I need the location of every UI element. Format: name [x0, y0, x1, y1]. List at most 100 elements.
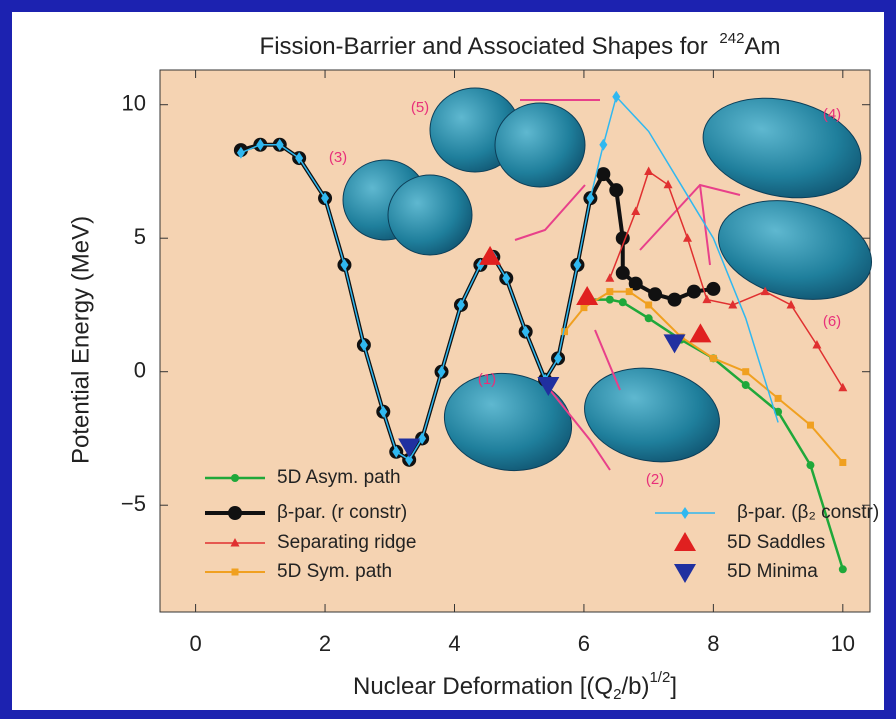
marker	[573, 258, 582, 271]
marker	[609, 183, 624, 198]
marker	[644, 314, 653, 323]
marker	[405, 453, 414, 466]
annotation: (1)	[478, 371, 496, 388]
shapes	[342, 87, 873, 472]
marker	[702, 294, 712, 304]
marker	[663, 334, 686, 354]
marker	[689, 323, 712, 343]
title-sup: 242	[719, 30, 744, 47]
marker	[618, 298, 627, 307]
marker	[231, 568, 239, 576]
marker	[645, 301, 653, 309]
x-label-text: Nuclear Deformation [(Q	[353, 673, 613, 700]
marker	[674, 564, 696, 583]
annotation: (6)	[823, 313, 841, 330]
annotation: (3)	[329, 149, 347, 166]
marker	[615, 265, 630, 280]
marker	[586, 192, 595, 205]
marker	[741, 381, 750, 390]
annotation: (4)	[823, 106, 841, 123]
marker	[231, 474, 239, 482]
marker	[674, 532, 696, 551]
y-tick-label: 10	[122, 91, 146, 116]
marker	[554, 352, 563, 365]
marker	[456, 298, 465, 311]
legend-label: β-par. (β₂ constr)	[737, 502, 879, 523]
legend-label: 5D Saddles	[727, 532, 825, 553]
marker	[839, 458, 847, 466]
annotation: (2)	[646, 471, 664, 488]
marker	[502, 272, 511, 285]
y-tick-label: 0	[134, 358, 146, 383]
legend-label: Separating ridge	[277, 532, 416, 553]
title-text: Am	[744, 33, 780, 60]
x-tick-label: 8	[707, 631, 719, 656]
legend-label: 5D Sym. path	[277, 561, 392, 582]
marker	[667, 292, 682, 307]
marker	[398, 438, 421, 458]
series-line	[583, 298, 845, 570]
marker	[321, 192, 330, 205]
marker	[580, 304, 588, 312]
x-tick-label: 4	[448, 631, 460, 656]
x-axis-label: Nuclear Deformation [(Q2/b)1/2]	[353, 669, 677, 703]
annotation: (5)	[411, 99, 429, 116]
marker	[599, 138, 608, 151]
x-tick-label: 6	[578, 631, 590, 656]
marker	[806, 421, 814, 429]
y-axis-label: Potential Energy (MeV)	[67, 216, 94, 464]
legend-label: 5D Minima	[727, 561, 818, 582]
marker	[228, 506, 242, 520]
marker	[605, 295, 614, 304]
x-label-text: /b)	[621, 673, 649, 700]
legend-label: β-par. (r constr)	[277, 502, 407, 523]
marker	[230, 538, 240, 547]
marker	[437, 365, 446, 378]
marker	[392, 445, 401, 458]
x-label-text: ]	[670, 673, 677, 700]
marker	[236, 146, 245, 159]
marker	[537, 377, 560, 397]
marker	[812, 340, 822, 349]
marker	[606, 288, 614, 296]
marker	[359, 339, 368, 352]
marker	[561, 328, 569, 336]
marker	[628, 276, 643, 291]
marker	[256, 138, 265, 151]
marker	[479, 245, 502, 265]
x-label-sub: 2	[613, 686, 621, 703]
marker	[706, 281, 721, 296]
marker	[576, 285, 599, 305]
y-tick-label: −5	[121, 491, 146, 516]
marker	[631, 206, 641, 216]
marker	[612, 90, 621, 103]
marker	[760, 286, 770, 296]
y-tick-label: 5	[134, 224, 146, 249]
x-label-sup: 1/2	[649, 669, 670, 686]
marker	[644, 166, 654, 175]
marker	[418, 432, 427, 445]
marker	[742, 368, 750, 376]
marker	[596, 167, 611, 182]
title-text: Fission-Barrier and Associated Shapes fo…	[260, 33, 708, 60]
marker	[663, 179, 673, 189]
chart-title: Fission-Barrier and Associated Shapes fo…	[260, 30, 781, 60]
legend-label: 5D Asym. path	[277, 467, 401, 488]
x-tick-label: 10	[831, 631, 855, 656]
marker	[838, 382, 848, 392]
marker	[686, 284, 701, 299]
marker	[648, 287, 663, 302]
marker	[774, 394, 782, 402]
marker	[709, 354, 717, 362]
marker	[379, 405, 388, 418]
marker	[838, 565, 847, 574]
marker	[340, 258, 349, 271]
marker	[728, 299, 738, 309]
marker	[681, 507, 689, 519]
x-tick-label: 2	[319, 631, 331, 656]
marker	[625, 288, 633, 296]
marker	[521, 325, 530, 338]
marker	[605, 273, 615, 282]
marker	[786, 299, 796, 309]
